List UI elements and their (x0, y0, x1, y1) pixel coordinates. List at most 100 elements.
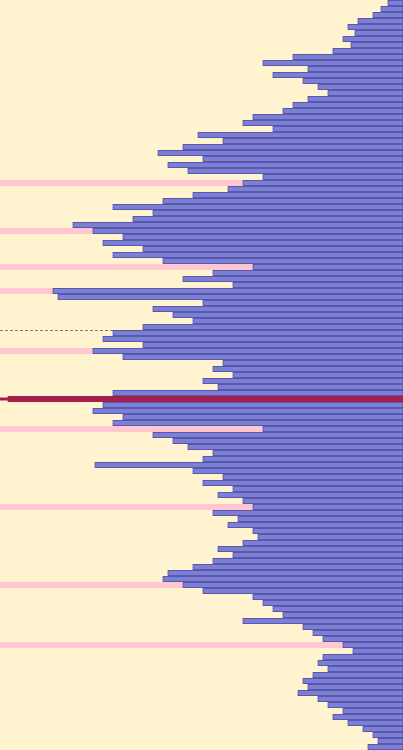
bar (102, 401, 403, 408)
bar (142, 246, 403, 253)
bar (122, 234, 403, 241)
bar (307, 683, 403, 690)
bar (327, 90, 403, 97)
bar (92, 407, 403, 414)
bar (172, 437, 403, 444)
highlight-band (0, 582, 183, 588)
highlight-band (0, 642, 343, 648)
bar (192, 563, 403, 570)
bar (172, 311, 403, 318)
bar (132, 216, 403, 223)
bar (122, 353, 403, 360)
bar (232, 551, 403, 558)
bar (302, 623, 403, 630)
bar (354, 29, 403, 36)
bar (242, 539, 403, 546)
bar (387, 0, 403, 7)
bar (317, 659, 403, 666)
bar (232, 485, 403, 492)
bar (112, 329, 403, 336)
bar (197, 132, 403, 139)
bar (242, 617, 403, 624)
bar (102, 335, 403, 342)
bar (262, 174, 403, 181)
bar (202, 377, 403, 384)
bar (227, 521, 403, 528)
bar (187, 443, 403, 450)
bar (242, 120, 403, 127)
bar (202, 299, 403, 306)
bar (52, 287, 403, 294)
bar (112, 419, 403, 426)
bar (72, 222, 403, 229)
highlight-band (0, 288, 53, 294)
bar (202, 156, 403, 163)
bar (302, 677, 403, 684)
bar (257, 533, 403, 540)
bar (212, 365, 403, 372)
bar (222, 473, 403, 480)
bar (327, 701, 403, 708)
bar (302, 78, 403, 85)
bar (292, 53, 403, 60)
bar (362, 725, 403, 732)
bar (162, 257, 403, 264)
bar (272, 605, 403, 612)
bar (232, 371, 403, 378)
bar (272, 126, 403, 133)
highlight-band (0, 348, 93, 354)
bar (202, 587, 403, 594)
bar (262, 59, 403, 66)
bar (332, 713, 403, 720)
bar (102, 240, 403, 247)
bar (297, 689, 403, 696)
bar (202, 479, 403, 486)
bar (350, 41, 403, 48)
bar (217, 491, 403, 498)
bar (157, 150, 403, 157)
bar (317, 695, 403, 702)
bar (217, 383, 403, 390)
bar (162, 575, 403, 582)
bar (212, 557, 403, 564)
bar (242, 497, 403, 504)
bar (202, 455, 403, 462)
bar (92, 347, 403, 354)
bar (252, 593, 403, 600)
bar (212, 509, 403, 516)
bar (192, 192, 403, 199)
bar (372, 731, 403, 738)
highlight-band (0, 228, 93, 234)
bar (182, 275, 403, 282)
bars (7, 0, 403, 750)
bar (327, 665, 403, 672)
bar (167, 162, 403, 169)
bar (307, 66, 403, 73)
bar (57, 293, 403, 300)
bar (322, 635, 403, 642)
highlight-band (0, 264, 253, 270)
bar (252, 114, 403, 121)
bar (162, 198, 403, 205)
bar (372, 12, 403, 19)
bar (367, 743, 403, 750)
bar (342, 707, 403, 714)
bar (212, 269, 403, 276)
bar (252, 263, 403, 270)
bar (242, 180, 403, 187)
bar (217, 545, 403, 552)
bar (182, 144, 403, 151)
bar (112, 204, 403, 211)
bar (342, 35, 403, 42)
highlight-band (0, 504, 253, 510)
bar (192, 317, 403, 324)
bar (332, 47, 403, 54)
bar (187, 168, 403, 175)
bar (142, 323, 403, 330)
bar (112, 389, 403, 396)
bar (347, 719, 403, 726)
highlight-band (0, 180, 243, 186)
bar (377, 737, 403, 744)
